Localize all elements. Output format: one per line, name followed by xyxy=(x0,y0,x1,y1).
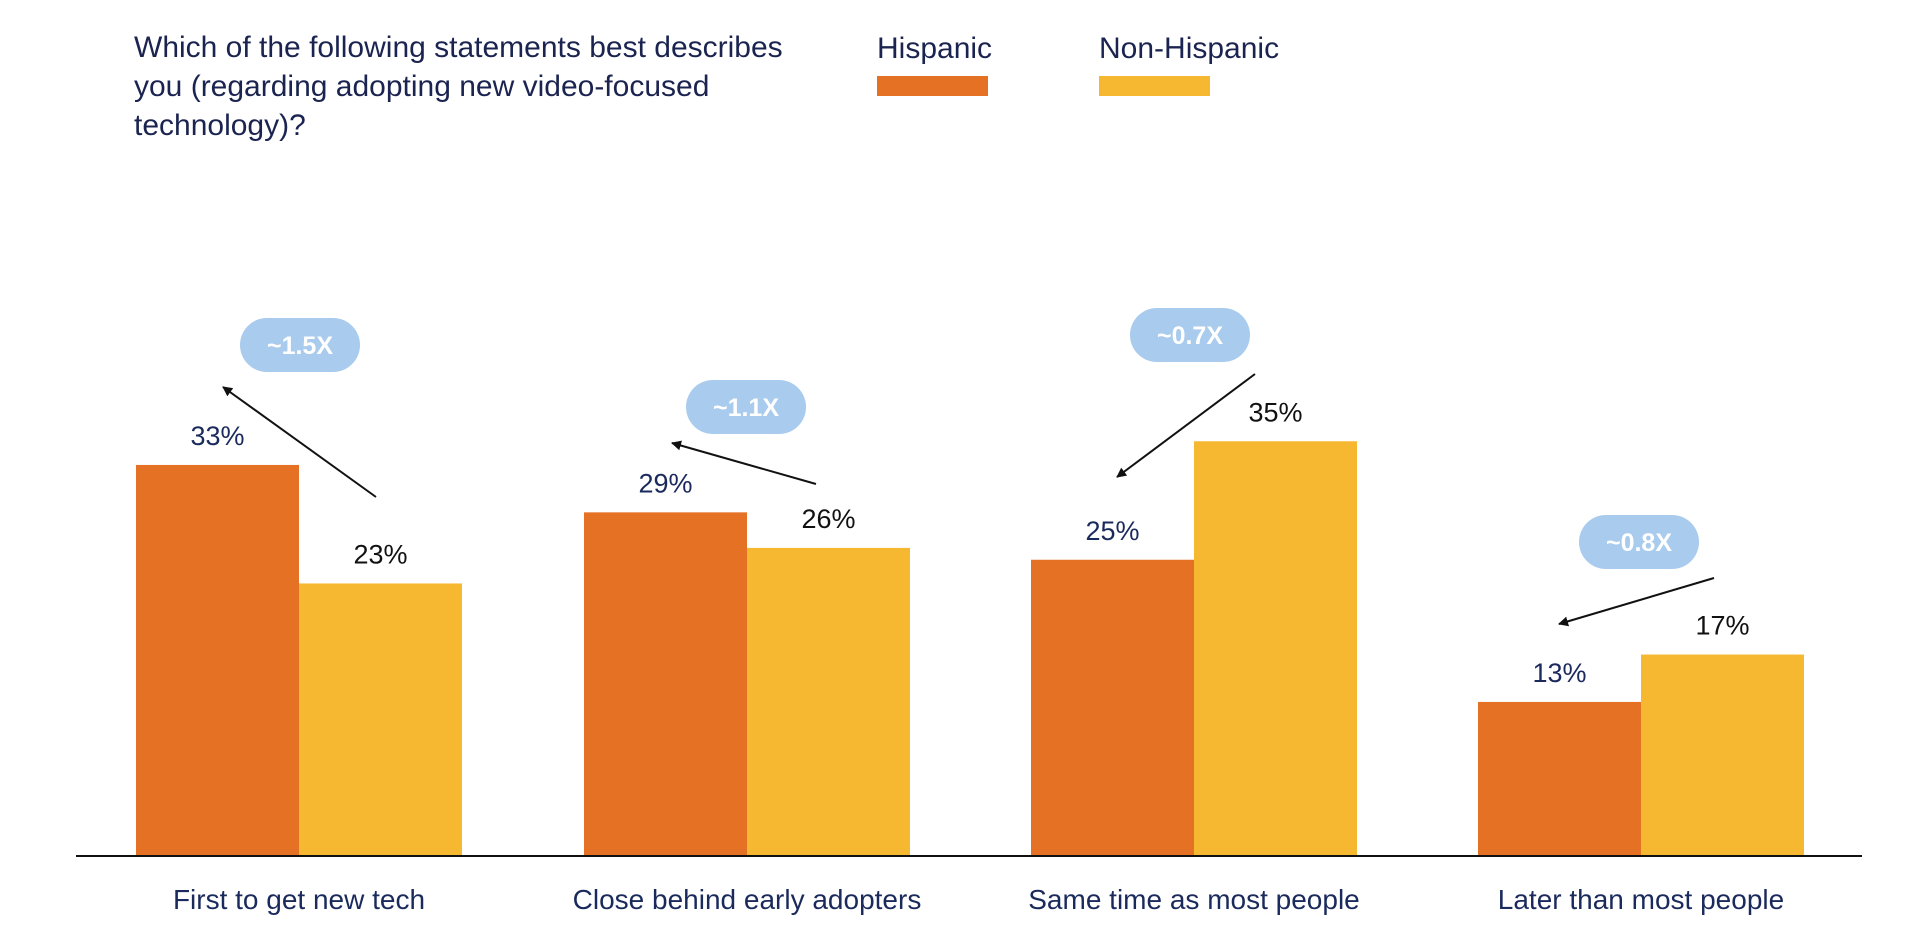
bar-hispanic-4 xyxy=(1478,701,1641,856)
bar-hispanic-3 xyxy=(1031,559,1194,856)
value-label-hispanic-2: 29% xyxy=(638,468,692,498)
bar-non-hispanic-1 xyxy=(299,583,462,856)
ratio-badge-3 xyxy=(1130,308,1250,362)
comparison-arrow-1 xyxy=(222,386,377,498)
category-label-1: First to get new tech xyxy=(173,884,425,915)
value-label-hispanic-1: 33% xyxy=(190,421,244,451)
value-label-non-hispanic-3: 35% xyxy=(1248,397,1302,427)
ratio-badge-4 xyxy=(1579,515,1699,569)
value-label-non-hispanic-1: 23% xyxy=(353,539,407,569)
ratio-badge-1 xyxy=(240,318,360,372)
legend-swatch-non-hispanic xyxy=(1099,76,1210,96)
legend-item-non-hispanic: Non-Hispanic xyxy=(1099,32,1279,96)
value-label-hispanic-4: 13% xyxy=(1532,658,1586,688)
bar-non-hispanic-2 xyxy=(747,547,910,856)
value-labels-layer: 33% 23% 29% 26% 25% 35% 13% 17% xyxy=(190,397,1749,688)
legend-swatch-hispanic xyxy=(877,76,988,96)
category-label-4: Later than most people xyxy=(1498,884,1784,915)
value-label-hispanic-3: 25% xyxy=(1085,516,1139,546)
legend-label-hispanic: Hispanic xyxy=(877,32,993,65)
ratio-badges-layer: ~1.5X ~1.1X ~0.7X ~0.8X xyxy=(240,308,1699,569)
ratio-badge-text-1: ~1.5X xyxy=(267,332,333,360)
category-labels-layer: First to get new tech Close behind early … xyxy=(173,884,1784,915)
comparison-arrow-3 xyxy=(1116,373,1256,478)
ratio-badge-text-3: ~0.7X xyxy=(1157,322,1223,350)
bar-non-hispanic-3 xyxy=(1194,441,1357,856)
bar-hispanic-1 xyxy=(136,464,299,856)
arrows-layer xyxy=(222,373,1715,627)
value-label-non-hispanic-4: 17% xyxy=(1695,611,1749,641)
chart-title: Which of the following statements best d… xyxy=(134,31,783,142)
bar-non-hispanic-4 xyxy=(1641,654,1804,856)
legend-label-non-hispanic: Non-Hispanic xyxy=(1099,32,1280,65)
value-label-non-hispanic-2: 26% xyxy=(801,504,855,534)
ratio-badge-2 xyxy=(686,380,806,434)
ratio-badge-text-2: ~1.1X xyxy=(713,394,779,422)
category-label-2: Close behind early adopters xyxy=(573,884,922,915)
comparison-arrow-4 xyxy=(1558,577,1715,627)
comparison-arrow-2 xyxy=(671,440,817,485)
bar-hispanic-2 xyxy=(584,512,747,856)
legend-item-hispanic: Hispanic xyxy=(877,32,992,96)
category-label-3: Same time as most people xyxy=(1028,884,1360,915)
bars-layer xyxy=(136,441,1804,856)
ratio-badge-text-4: ~0.8X xyxy=(1606,529,1672,557)
